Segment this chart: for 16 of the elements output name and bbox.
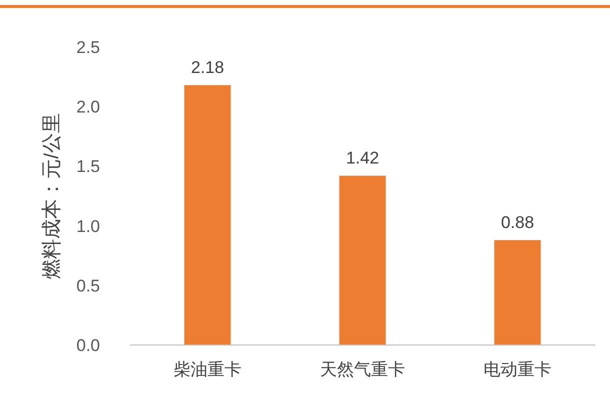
x-tick-label: 柴油重卡 bbox=[174, 360, 242, 379]
data-label: 2.18 bbox=[190, 58, 224, 78]
y-axis-title: 燃料成本：元/公里 bbox=[41, 113, 63, 279]
x-tick-label: 电动重卡 bbox=[484, 360, 552, 379]
bar bbox=[494, 240, 541, 345]
y-tick-label: 2.0 bbox=[76, 98, 100, 117]
y-tick-label: 1.0 bbox=[76, 216, 100, 236]
bar bbox=[184, 85, 231, 345]
y-tick-label: 2.5 bbox=[76, 38, 100, 57]
y-tick-label: 1.5 bbox=[76, 157, 100, 176]
x-tick-label: 天然气重卡 bbox=[320, 360, 405, 379]
data-label: 1.42 bbox=[346, 148, 380, 168]
bar bbox=[339, 176, 386, 345]
y-tick-label: 0.5 bbox=[76, 276, 100, 296]
data-label: 0.88 bbox=[500, 213, 534, 232]
y-tick-label: 0.0 bbox=[76, 336, 100, 355]
